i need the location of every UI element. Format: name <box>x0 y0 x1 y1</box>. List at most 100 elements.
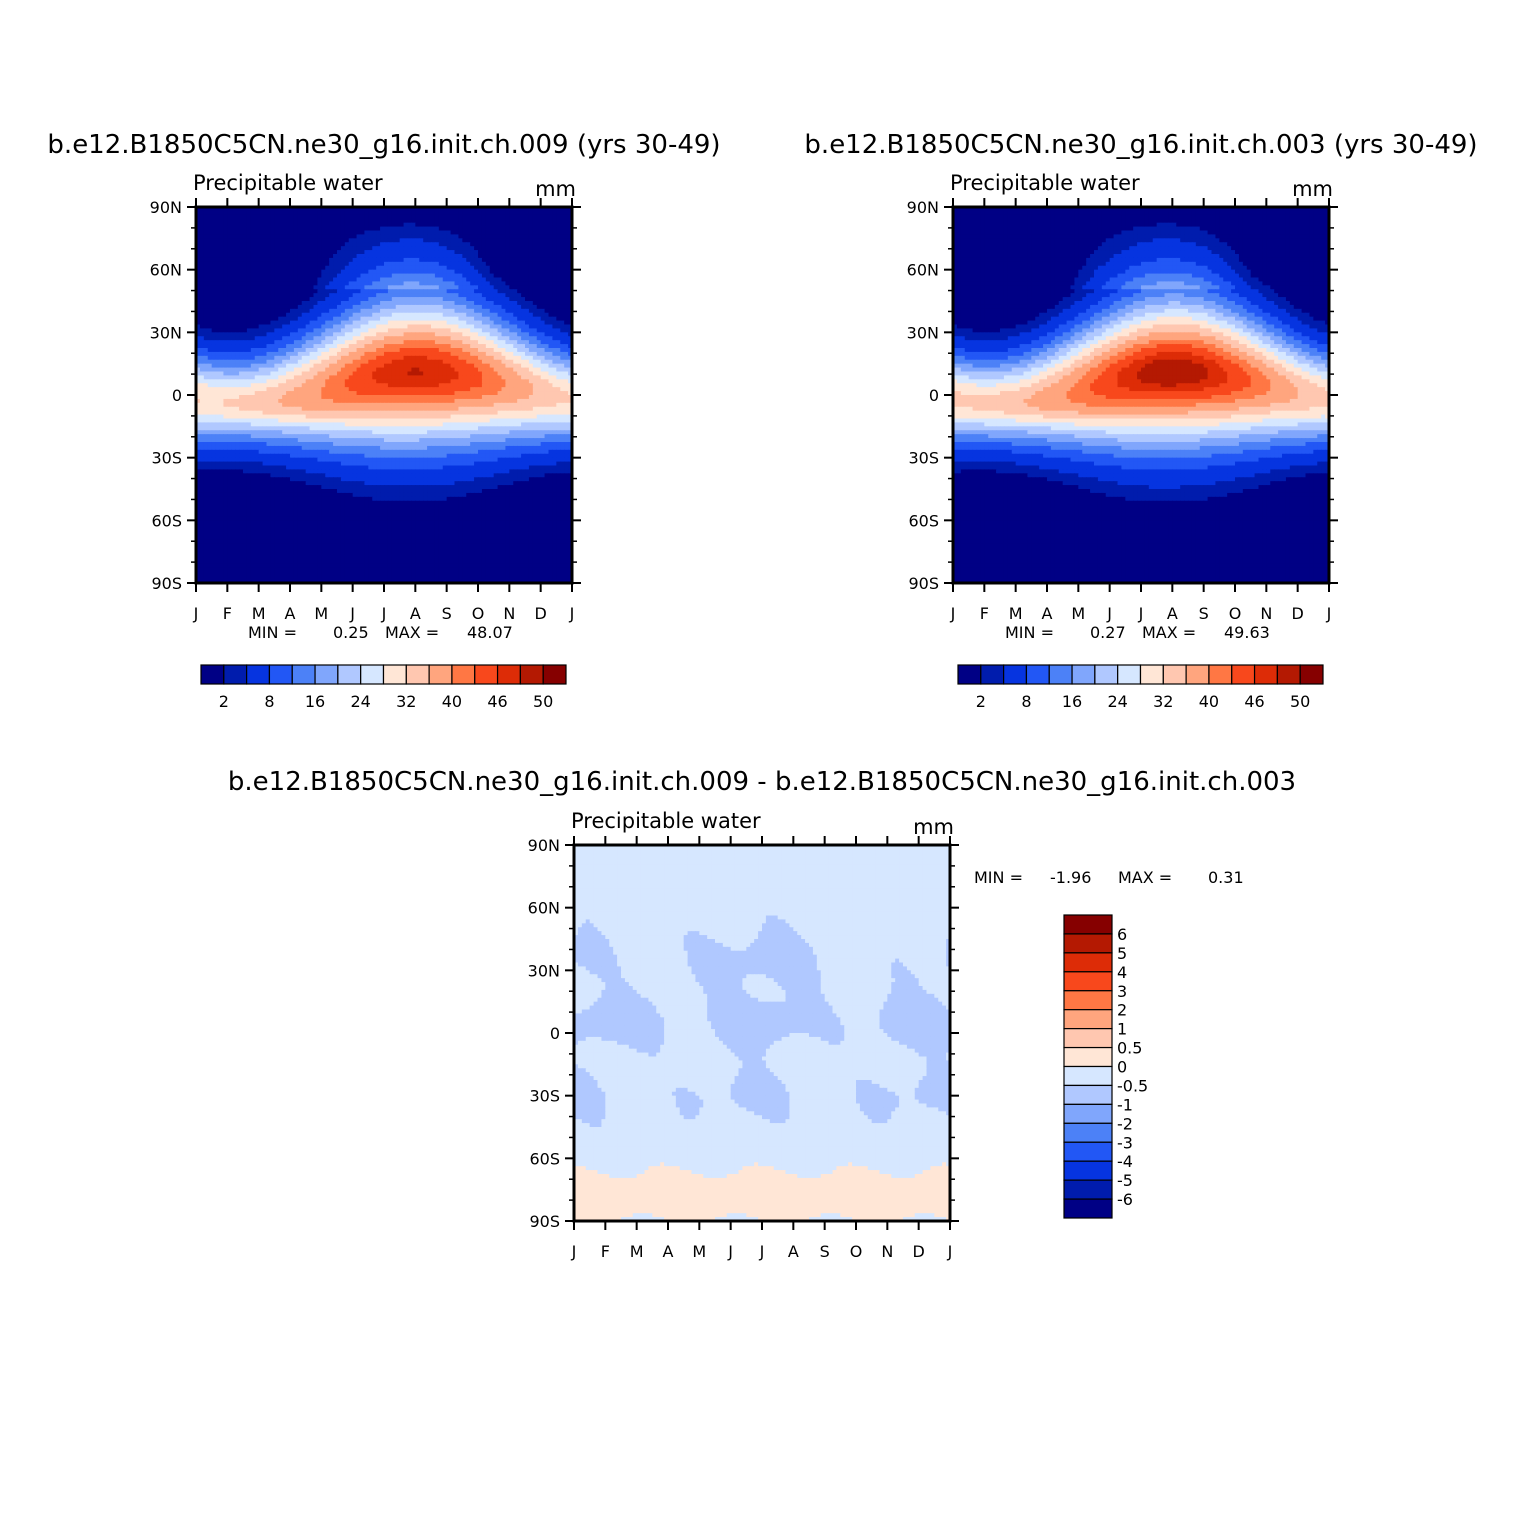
contour-cell <box>337 242 342 247</box>
contour-cell <box>278 258 283 263</box>
contour-cell <box>505 309 510 314</box>
contour-cell <box>411 391 416 396</box>
contour-cell <box>560 274 565 279</box>
contour-cell <box>478 368 483 373</box>
contour-cell <box>270 379 275 384</box>
contour-cell <box>380 301 385 306</box>
contour-cell <box>349 305 354 310</box>
contour-cell <box>310 231 315 236</box>
contour-cell <box>556 293 561 298</box>
contour-cell <box>239 348 244 353</box>
contour-cell <box>321 250 326 255</box>
contour-cell <box>263 387 268 392</box>
contour-cell <box>494 395 499 400</box>
contour-cell <box>431 242 436 247</box>
contour-cell <box>462 403 467 408</box>
contour-cell <box>502 219 507 224</box>
contour-cell <box>282 325 287 330</box>
contour-cell <box>325 289 330 294</box>
contour-cell <box>435 356 440 361</box>
contour-cell <box>216 356 221 361</box>
contour-cell <box>392 231 397 236</box>
contour-cell <box>439 215 444 220</box>
contour-cell <box>474 289 479 294</box>
contour-cell <box>435 375 440 380</box>
contour-cell <box>353 407 358 412</box>
contour-cell <box>466 231 471 236</box>
contour-cell <box>505 344 510 349</box>
contour-cell <box>396 270 401 275</box>
contour-cell <box>274 372 279 377</box>
contour-cell <box>306 227 311 232</box>
contour-cell <box>521 356 526 361</box>
contour-cell <box>552 289 557 294</box>
contour-cell <box>521 281 526 286</box>
contour-cell <box>521 223 526 228</box>
contour-cell <box>294 289 299 294</box>
contour-cell <box>341 223 346 228</box>
contour-cell <box>216 262 221 267</box>
contour-cell <box>423 262 428 267</box>
contour-cell <box>263 317 268 322</box>
contour-cell <box>533 293 538 298</box>
contour-cell <box>541 285 546 290</box>
contour-cell <box>415 407 420 412</box>
contour-cell <box>302 332 307 337</box>
contour-cell <box>396 266 401 271</box>
contour-cell <box>263 258 268 263</box>
contour-cell <box>345 360 350 365</box>
contour-cell <box>411 293 416 298</box>
contour-cell <box>400 234 405 239</box>
contour-cell <box>372 231 377 236</box>
contour-cell <box>321 356 326 361</box>
contour-cell <box>455 289 460 294</box>
contour-cell <box>415 242 420 247</box>
contour-cell <box>220 246 225 251</box>
contour-cell <box>564 301 569 306</box>
contour-cell <box>372 387 377 392</box>
contour-cell <box>255 317 260 322</box>
contour-cell <box>451 293 456 298</box>
contour-cell <box>372 379 377 384</box>
contour-cell <box>341 211 346 216</box>
contour-cell <box>302 262 307 267</box>
contour-cell <box>498 364 503 369</box>
contour-cell <box>321 332 326 337</box>
contour-cell <box>243 395 248 400</box>
contour-cell <box>423 281 428 286</box>
contour-cell <box>317 403 322 408</box>
contour-cell <box>372 250 377 255</box>
contour-cell <box>267 399 272 404</box>
contour-cell <box>259 285 264 290</box>
contour-cell <box>325 352 330 357</box>
contour-cell <box>270 403 275 408</box>
contour-cell <box>541 215 546 220</box>
contour-cell <box>408 238 413 243</box>
contour-cell <box>509 262 514 267</box>
contour-cell <box>545 364 550 369</box>
contour-cell <box>314 270 319 275</box>
contour-cell <box>298 336 303 341</box>
contour-cell <box>325 328 330 333</box>
contour-cell <box>325 246 330 251</box>
contour-cell <box>564 254 569 259</box>
contour-cell <box>490 293 495 298</box>
contour-cell <box>267 325 272 330</box>
contour-cell <box>458 407 463 412</box>
contour-cell <box>368 360 373 365</box>
contour-cell <box>267 313 272 318</box>
contour-cell <box>423 238 428 243</box>
contour-cell <box>278 297 283 302</box>
contour-cell <box>223 348 228 353</box>
contour-cell <box>380 379 385 384</box>
contour-cell <box>204 391 209 396</box>
contour-cell <box>357 254 362 259</box>
contour-cell <box>494 270 499 275</box>
contour-cell <box>470 242 475 247</box>
contour-cell <box>274 250 279 255</box>
contour-cell <box>282 238 287 243</box>
contour-cell <box>204 336 209 341</box>
contour-cell <box>455 317 460 322</box>
contour-cell <box>435 297 440 302</box>
contour-cell <box>204 297 209 302</box>
